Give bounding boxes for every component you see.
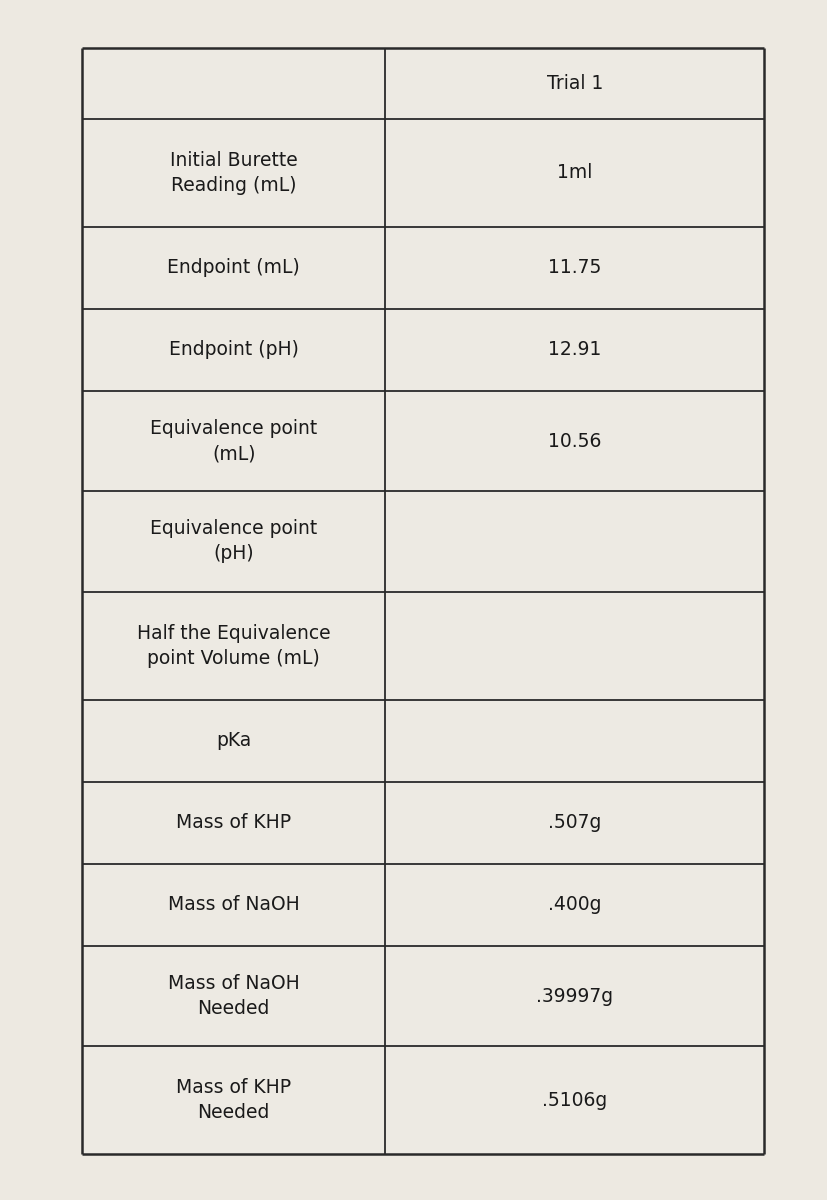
Bar xyxy=(82,782,385,864)
Text: .400g: .400g xyxy=(548,895,601,914)
Text: pKa: pKa xyxy=(216,731,251,750)
Text: Half the Equivalence
point Volume (mL): Half the Equivalence point Volume (mL) xyxy=(136,624,331,667)
Bar xyxy=(82,391,385,491)
Bar xyxy=(385,491,764,592)
Bar xyxy=(385,946,764,1046)
Bar xyxy=(82,1046,385,1154)
Text: Equivalence point
(mL): Equivalence point (mL) xyxy=(150,419,318,463)
Bar xyxy=(385,1046,764,1154)
Bar xyxy=(385,864,764,946)
Bar xyxy=(82,119,385,227)
Bar xyxy=(385,227,764,308)
Text: 12.91: 12.91 xyxy=(548,341,601,360)
Bar xyxy=(385,48,764,119)
Text: Endpoint (mL): Endpoint (mL) xyxy=(167,258,300,277)
Text: Initial Burette
Reading (mL): Initial Burette Reading (mL) xyxy=(170,151,298,194)
Bar xyxy=(82,700,385,782)
Text: .5106g: .5106g xyxy=(543,1091,608,1110)
Text: Mass of NaOH: Mass of NaOH xyxy=(168,895,299,914)
Bar xyxy=(385,782,764,864)
Bar xyxy=(82,227,385,308)
Bar xyxy=(82,491,385,592)
Text: 10.56: 10.56 xyxy=(548,432,601,451)
Bar xyxy=(82,48,385,119)
Bar xyxy=(82,864,385,946)
Text: Mass of KHP
Needed: Mass of KHP Needed xyxy=(176,1079,291,1122)
Bar xyxy=(385,592,764,700)
Bar xyxy=(385,119,764,227)
Text: Equivalence point
(pH): Equivalence point (pH) xyxy=(150,520,318,563)
Text: Trial 1: Trial 1 xyxy=(547,74,603,92)
Text: 11.75: 11.75 xyxy=(548,258,601,277)
Text: .39997g: .39997g xyxy=(536,986,614,1006)
Text: Mass of KHP: Mass of KHP xyxy=(176,814,291,833)
Bar xyxy=(82,592,385,700)
Text: Endpoint (pH): Endpoint (pH) xyxy=(169,341,299,360)
Bar xyxy=(82,308,385,391)
Bar xyxy=(385,308,764,391)
Text: 1ml: 1ml xyxy=(557,163,592,182)
Bar xyxy=(385,391,764,491)
Text: Mass of NaOH
Needed: Mass of NaOH Needed xyxy=(168,974,299,1018)
Bar xyxy=(82,946,385,1046)
Text: .507g: .507g xyxy=(548,814,601,833)
Bar xyxy=(385,700,764,782)
